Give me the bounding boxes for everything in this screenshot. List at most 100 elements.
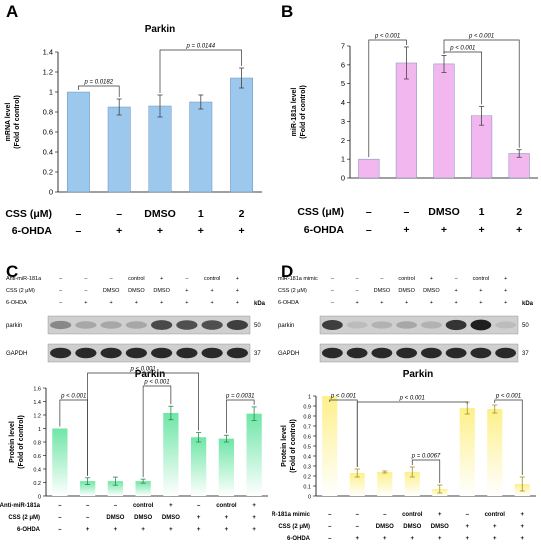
condition-cell: + [225, 527, 229, 533]
blot-condition-cell: + [405, 300, 408, 306]
significance-bracket [443, 39, 520, 148]
condition-row-label: 6-OHDA [287, 536, 311, 542]
bar [395, 62, 417, 179]
condition-cell: – [403, 206, 409, 218]
blot-condition-cell: + [211, 300, 214, 306]
blot-condition-cell: + [504, 288, 507, 294]
blot-condition-cell: + [211, 288, 214, 294]
blot-condition-cell: + [84, 300, 87, 306]
condition-cell: + [157, 225, 163, 237]
chart-panel-d: Parkin 0 0.1 0.2 0.3 0.4 0.5 0.6 0.7 0.8 0.9 1 Prote… [272, 369, 536, 542]
y-tick-label: 1.2 [33, 414, 41, 420]
western-blot-c: Anti-miR-181a – – – control + – control + CSS (2 … [6, 276, 266, 363]
panel-letter-b: B [281, 2, 294, 21]
condition-cell: – [466, 512, 470, 518]
blot-condition-cell: + [380, 300, 383, 306]
blot-condition-cell: – [59, 300, 63, 306]
y-tick-label: 0 [38, 495, 41, 501]
blot-band [445, 347, 467, 359]
y-tick-label: 1 [38, 427, 41, 433]
condition-cell: – [116, 208, 122, 220]
blot-band [100, 321, 122, 329]
blot-band [470, 347, 492, 359]
blot-band [321, 347, 343, 359]
condition-cell: DMSO [144, 208, 176, 220]
blot-protein-label: parkin [6, 323, 22, 329]
blot-condition-cell: – [455, 276, 459, 282]
y-tick-label: 0.2 [303, 475, 311, 481]
significance-bracket [494, 399, 523, 475]
condition-cell: – [75, 225, 81, 237]
condition-cell: control [133, 503, 154, 509]
condition-cell: + [410, 536, 414, 542]
blot-strip [319, 315, 519, 335]
bar [230, 77, 254, 193]
condition-cell: + [403, 224, 409, 236]
blot-condition-cell: control [128, 276, 145, 282]
blot-condition-cell: + [160, 276, 163, 282]
condition-cell: + [86, 527, 90, 533]
blot-band [75, 321, 97, 329]
p-value-label: p < 0.001 [495, 394, 521, 400]
condition-row-label: miR-181a mimic [272, 512, 311, 518]
y-axis-label: (Fold of control) [290, 419, 297, 473]
condition-cell: – [114, 503, 118, 509]
y-tick-label: 6 [341, 60, 345, 69]
y-tick-label: 5 [341, 79, 345, 88]
chart-title: Parkin [145, 24, 176, 35]
blot-condition-cell: – [331, 276, 335, 282]
y-tick-label: 0.6 [33, 454, 41, 460]
blot-condition-cell: – [59, 276, 63, 282]
condition-cell: + [252, 503, 256, 509]
blot-band [396, 347, 418, 359]
y-tick-label: 0.4 [33, 468, 41, 474]
condition-cell: + [520, 524, 524, 530]
condition-cell: – [58, 503, 62, 509]
condition-cell: control [402, 512, 423, 518]
bar [190, 437, 207, 496]
y-tick-label: 3 [341, 117, 345, 126]
chart-panel-b: 0 1 2 3 4 5 6 7 miR-181a level (Fold of control) p… [291, 34, 538, 236]
y-axis-label: Protein level [9, 421, 16, 463]
blot-condition-cell: + [430, 300, 433, 306]
y-tick-label: 0.6 [43, 128, 53, 137]
p-value-label: p = 0.0182 [84, 80, 114, 86]
blot-band [201, 320, 223, 330]
p-value-label: p = 0.0144 [186, 44, 216, 50]
bar [66, 91, 90, 193]
blot-condition-cell: + [236, 300, 239, 306]
blot-condition-cell: – [185, 276, 189, 282]
condition-cell: control [485, 512, 506, 518]
blot-condition-cell: – [356, 276, 360, 282]
condition-cell: 2 [516, 206, 522, 218]
blot-band [176, 320, 198, 330]
condition-cell: – [86, 515, 90, 521]
condition-cell: + [355, 536, 359, 542]
significance-bracket [87, 372, 199, 476]
blot-condition-cell: + [504, 276, 507, 282]
y-tick-label: 0 [49, 188, 53, 197]
blot-band [420, 347, 442, 359]
condition-cell: + [438, 536, 442, 542]
p-value-label: p < 0.001 [399, 396, 425, 402]
significance-bracket [226, 399, 255, 434]
y-tick-label: 0.8 [43, 108, 53, 117]
y-tick-label: 0.8 [33, 441, 41, 447]
blot-condition-cell: + [455, 288, 458, 294]
blot-condition-cell: + [185, 288, 188, 294]
y-axis-label: (Fold of control) [14, 95, 21, 149]
blot-condition-cell: + [504, 300, 507, 306]
bar [135, 481, 151, 496]
blot-condition-cell: + [430, 276, 433, 282]
blot-condition-cell: – [380, 276, 384, 282]
condition-cell: DMSO [134, 515, 152, 521]
blot-band [125, 347, 147, 359]
blot-row-label: CSS (2 μM) [6, 288, 35, 294]
condition-cell: control [216, 503, 237, 509]
condition-cell: – [356, 524, 360, 530]
bar [189, 101, 213, 193]
condition-cell: + [438, 512, 442, 518]
y-tick-label: 0.5 [303, 445, 311, 451]
condition-cell: + [116, 225, 122, 237]
condition-cell: DMSO [403, 524, 421, 530]
